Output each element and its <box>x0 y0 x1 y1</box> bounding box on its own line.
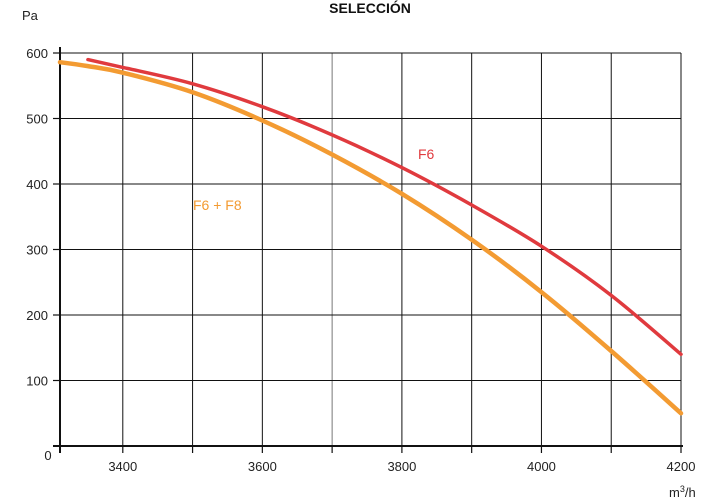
origin-label: 0 <box>44 448 51 463</box>
series-line-f6 <box>86 57 683 357</box>
tick-labels: 3400 3600 3800 4000 4200 100 200 300 400 500 600 <box>26 46 695 474</box>
grid <box>53 52 682 453</box>
x-tick-label-4000: 4000 <box>527 459 556 474</box>
x-tick-label-3600: 3600 <box>248 459 277 474</box>
series-labels: F6 F6 + F8 <box>193 146 435 213</box>
axes <box>53 47 683 453</box>
y-tick-label-500: 500 <box>26 112 48 127</box>
y-tick-label-100: 100 <box>26 374 48 389</box>
series-label-f6-f8: F6 + F8 <box>193 197 242 213</box>
x-tick-label-3800: 3800 <box>387 459 416 474</box>
series-label-f6: F6 <box>418 146 435 162</box>
series-lines <box>57 57 684 416</box>
y-tick-label-300: 300 <box>26 243 48 258</box>
y-tick-label-200: 200 <box>26 308 48 323</box>
x-axis-label: m3/h <box>669 484 696 500</box>
chart-title: SELECCIÓN <box>329 0 411 16</box>
x-tick-label-4200: 4200 <box>667 459 696 474</box>
y-tick-label-400: 400 <box>26 177 48 192</box>
x-tick-label-3400: 3400 <box>108 459 137 474</box>
y-tick-label-600: 600 <box>26 46 48 61</box>
series-line-f6-f8 <box>57 59 684 416</box>
y-axis-label: Pa <box>22 8 39 23</box>
